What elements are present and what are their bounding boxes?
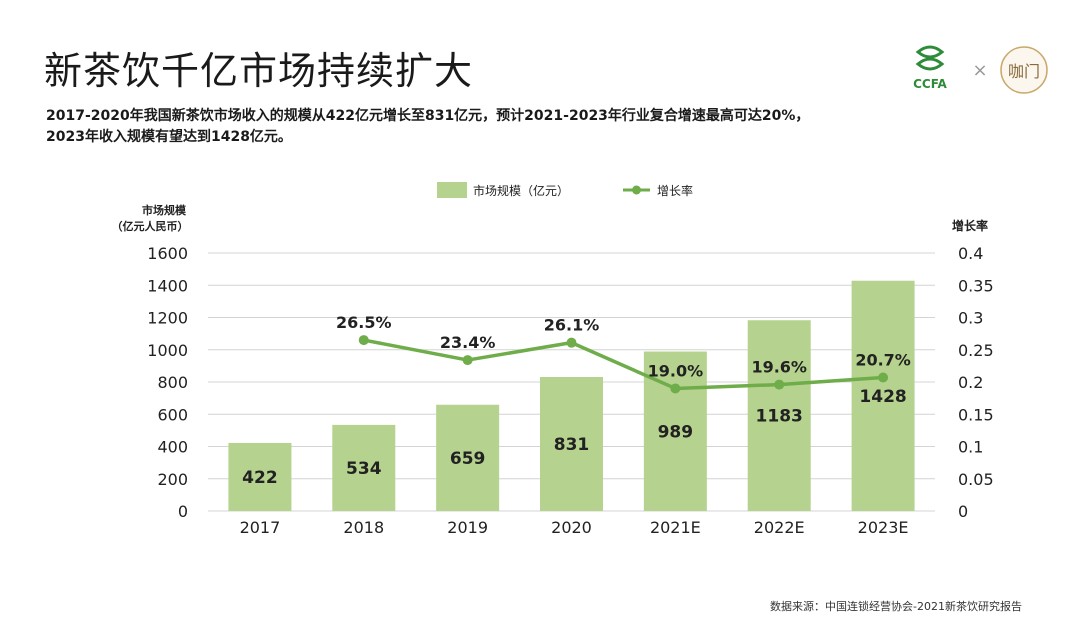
bar-value-label: 534 bbox=[346, 459, 382, 479]
y-right-tick-label: 0.25 bbox=[958, 341, 994, 360]
y-left-tick-label: 1200 bbox=[147, 309, 188, 328]
growth-value-label: 23.4% bbox=[440, 333, 496, 352]
x-tick-label: 2021E bbox=[650, 518, 701, 537]
logo-separator: × bbox=[972, 60, 987, 81]
y-left-tick-label: 200 bbox=[157, 470, 188, 489]
bar-value-label: 1428 bbox=[859, 387, 906, 407]
y-left-tick-label: 1400 bbox=[147, 276, 188, 295]
y-right-tick-label: 0.05 bbox=[958, 470, 994, 489]
x-tick-label: 2023E bbox=[858, 518, 909, 537]
growth-point bbox=[462, 355, 473, 366]
y-right-tick-label: 0 bbox=[958, 502, 968, 521]
y-left-tick-label: 1600 bbox=[147, 244, 188, 263]
legend-bar-swatch bbox=[437, 182, 467, 198]
y-left-tick-label: 600 bbox=[157, 405, 188, 424]
x-tick-label: 2017 bbox=[240, 518, 281, 537]
bar-value-label: 659 bbox=[450, 449, 486, 469]
subtitle-line-1: 2017-2020年我国新茶饮市场收入的规模从422亿元增长至831亿元，预计2… bbox=[46, 108, 810, 124]
chart: 市场规模（亿元） 增长率 市场规模 （亿元人民币） 增长率 0 200 400 600… bbox=[112, 182, 994, 537]
bar bbox=[436, 404, 500, 511]
y-right-tick-label: 0.35 bbox=[958, 276, 994, 295]
x-tick-label: 2018 bbox=[343, 518, 384, 537]
growth-line-series bbox=[358, 335, 889, 394]
kamen-logo-text: 咖门 bbox=[1008, 62, 1040, 81]
growth-point bbox=[774, 379, 785, 390]
kamen-logo: 咖门 bbox=[1000, 46, 1048, 94]
growth-value-label: 19.6% bbox=[751, 358, 807, 377]
subtitle-line-2: 2023年收入规模有望达到1428亿元。 bbox=[46, 129, 292, 145]
y-left-label-line-1: 市场规模 bbox=[142, 203, 187, 217]
growth-line bbox=[363, 338, 884, 391]
y-right-tick-label: 0.3 bbox=[958, 309, 983, 328]
data-source: 数据来源：中国连锁经营协会-2021新茶饮研究报告 bbox=[770, 600, 1022, 613]
bar bbox=[540, 377, 603, 511]
bar-value-label: 831 bbox=[554, 435, 590, 455]
y-right-ticks: 0 0.05 0.1 0.15 0.2 0.25 0.3 0.35 0.4 bbox=[958, 244, 994, 521]
bar-series bbox=[228, 280, 915, 511]
page-title: 新茶饮千亿市场持续扩大 bbox=[44, 49, 474, 93]
y-right-tick-label: 0.15 bbox=[958, 405, 994, 424]
growth-point bbox=[878, 372, 889, 383]
y-left-tick-label: 0 bbox=[178, 502, 188, 521]
y-left-tick-label: 1000 bbox=[147, 341, 188, 360]
growth-value-label: 26.1% bbox=[544, 316, 600, 335]
growth-value-label: 19.0% bbox=[648, 361, 704, 380]
bar-value-label: 422 bbox=[242, 468, 278, 488]
y-right-tick-label: 0.4 bbox=[958, 244, 983, 263]
growth-point bbox=[358, 335, 369, 346]
bar bbox=[851, 280, 915, 511]
legend-bar-label: 市场规模（亿元） bbox=[473, 183, 569, 198]
bar bbox=[332, 424, 396, 511]
y-left-ticks: 0 200 400 600 800 1000 1200 1400 1600 bbox=[147, 244, 188, 521]
bar-value-label: 989 bbox=[658, 422, 694, 442]
growth-point bbox=[670, 383, 681, 394]
growth-value-label: 26.5% bbox=[336, 313, 392, 332]
y-left-label-line-2: （亿元人民币） bbox=[112, 219, 189, 233]
growth-point bbox=[566, 337, 577, 348]
legend: 市场规模（亿元） 增长率 bbox=[437, 182, 693, 198]
bar-value-label: 1183 bbox=[756, 407, 803, 427]
x-tick-label: 2022E bbox=[754, 518, 805, 537]
ccfa-logo-text: CCFA bbox=[913, 77, 947, 91]
legend-line-marker bbox=[632, 185, 641, 195]
x-axis-ticks: 2017 2018 2019 2020 2021E 2022E 2023E bbox=[240, 518, 909, 537]
ccfa-logo: CCFA bbox=[913, 45, 948, 91]
growth-value-label: 20.7% bbox=[855, 350, 911, 369]
bar bbox=[228, 442, 292, 511]
legend-line-label: 增长率 bbox=[657, 183, 693, 198]
logo-graphics: CCFA × 咖门 bbox=[913, 45, 1048, 94]
x-tick-label: 2019 bbox=[447, 518, 488, 537]
y-left-tick-label: 400 bbox=[157, 438, 188, 457]
y-right-tick-label: 0.2 bbox=[958, 373, 983, 392]
y-left-tick-label: 800 bbox=[157, 373, 188, 392]
y-right-tick-label: 0.1 bbox=[958, 438, 983, 457]
bar bbox=[747, 320, 811, 511]
logo-group: CCFA × 咖门 bbox=[900, 40, 1060, 100]
bar-value-labels: 422 534 659 831 989 1183 1428 bbox=[242, 387, 907, 488]
y-right-label: 增长率 bbox=[952, 218, 988, 233]
growth-value-labels: 26.5% 23.4% 26.1% 19.0% 19.6% 20.7% bbox=[336, 313, 911, 380]
x-tick-label: 2020 bbox=[551, 518, 592, 537]
subtitle: 2017-2020年我国新茶饮市场收入的规模从422亿元增长至831亿元，预计2… bbox=[46, 106, 906, 148]
